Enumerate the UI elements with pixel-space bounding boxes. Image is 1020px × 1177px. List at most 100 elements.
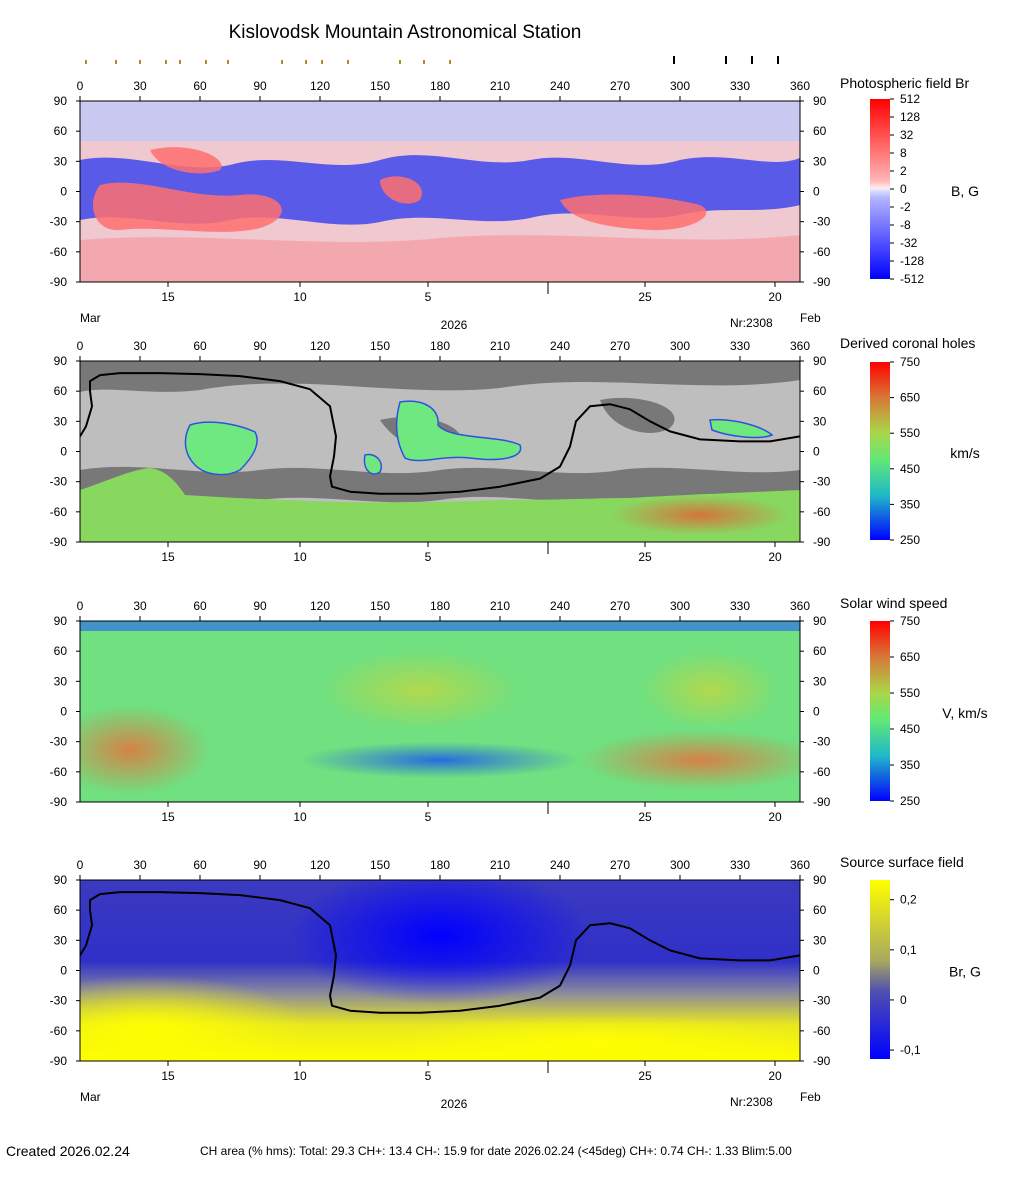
minor-carrington-mark xyxy=(347,60,349,64)
colorbar-tick-label: -8 xyxy=(900,218,911,232)
panel-photospheric-field xyxy=(80,101,800,282)
colorbar-tick-label: 0 xyxy=(900,993,907,1007)
colorbar-tick-label: 8 xyxy=(900,146,907,160)
x-tick-label: 180 xyxy=(430,79,450,93)
colorbar-tick-label: 550 xyxy=(900,686,920,700)
y-tick-label-left: 60 xyxy=(54,124,68,138)
minor-carrington-mark xyxy=(449,60,451,64)
x-tick-label: 0 xyxy=(77,599,84,613)
major-carrington-mark xyxy=(673,56,675,64)
ch-hole-1 xyxy=(184,421,258,476)
sw-yellow-center xyxy=(320,650,520,730)
y-tick-label-right: -30 xyxy=(813,735,831,749)
colorbar-tick-label: -512 xyxy=(900,272,924,286)
colorbar-unit: Br, G xyxy=(949,964,981,980)
date-tick-label: 10 xyxy=(293,290,307,304)
month-left-label: Mar xyxy=(80,311,101,325)
ch-hole-2 xyxy=(395,400,522,462)
x-tick-label: 330 xyxy=(730,599,750,613)
minor-carrington-mark xyxy=(305,60,307,64)
y-tick-label-right: 60 xyxy=(813,384,827,398)
y-tick-label-left: -60 xyxy=(50,245,68,259)
y-tick-label-right: 60 xyxy=(813,903,827,917)
date-tick-label: 15 xyxy=(161,550,175,564)
y-tick-label-right: 30 xyxy=(813,154,827,168)
y-tick-label-right: 90 xyxy=(813,614,827,628)
x-tick-label: 120 xyxy=(310,339,330,353)
date-tick-label: 20 xyxy=(768,1069,782,1083)
y-tick-label-left: 60 xyxy=(54,384,68,398)
date-tick-label: 25 xyxy=(638,550,652,564)
x-tick-label: 90 xyxy=(253,79,267,93)
y-tick-label-right: 90 xyxy=(813,354,827,368)
colorbar-title: Source surface field xyxy=(840,854,964,870)
y-tick-label-left: 60 xyxy=(54,903,68,917)
x-tick-label: 90 xyxy=(253,339,267,353)
month-right-label: Feb xyxy=(800,311,821,325)
neutral-line xyxy=(80,891,800,1014)
major-carrington-mark xyxy=(725,56,727,64)
panel-coronal-holes xyxy=(80,361,800,542)
x-tick-label: 150 xyxy=(370,858,390,872)
y-tick-label-left: -60 xyxy=(50,1024,68,1038)
colorbar-tick-label: 250 xyxy=(900,794,920,808)
y-tick-label-right: -60 xyxy=(813,765,831,779)
photosphere-north-pole xyxy=(80,101,800,141)
y-tick-label-left: -30 xyxy=(50,215,68,229)
date-tick-label: 5 xyxy=(425,550,432,564)
y-tick-label-left: -30 xyxy=(50,735,68,749)
x-tick-label: 30 xyxy=(133,599,147,613)
colorbar-tick-label: 0,1 xyxy=(900,943,917,957)
y-tick-label-left: -30 xyxy=(50,994,68,1008)
y-tick-label-right: 30 xyxy=(813,674,827,688)
colorbar-tick-label: 650 xyxy=(900,391,920,405)
date-tick-label: 25 xyxy=(638,1069,652,1083)
x-tick-label: 210 xyxy=(490,339,510,353)
x-tick-label: 30 xyxy=(133,858,147,872)
y-tick-label-left: 30 xyxy=(54,154,68,168)
x-tick-label: 330 xyxy=(730,339,750,353)
y-tick-label-right: 60 xyxy=(813,124,827,138)
x-tick-label: 240 xyxy=(550,858,570,872)
panel-source-surface xyxy=(80,880,800,1061)
colorbar-tick-label: 350 xyxy=(900,758,920,772)
date-tick-label: 5 xyxy=(425,810,432,824)
minor-carrington-mark xyxy=(205,60,207,64)
minor-carrington-mark xyxy=(423,60,425,64)
colorbar-title: Solar wind speed xyxy=(840,595,947,611)
y-tick-label-left: -30 xyxy=(50,475,68,489)
sw-orange-left xyxy=(80,705,210,795)
ss-yellow-core-2 xyxy=(380,1015,800,1061)
neutral-line xyxy=(80,372,800,495)
y-tick-label-right: 30 xyxy=(813,414,827,428)
y-tick-label-right: 90 xyxy=(813,873,827,887)
colorbar-tick-label: 650 xyxy=(900,650,920,664)
rotation-label: Nr:2308 xyxy=(730,316,773,330)
colorbar-tick-label: 750 xyxy=(900,355,920,369)
x-tick-label: 30 xyxy=(133,339,147,353)
date-tick-label: 25 xyxy=(638,810,652,824)
x-tick-label: 360 xyxy=(790,858,810,872)
x-tick-label: 300 xyxy=(670,599,690,613)
colorbar-tick-label: 0 xyxy=(900,182,907,196)
y-tick-label-left: 0 xyxy=(60,445,67,459)
date-tick-label: 5 xyxy=(425,1069,432,1083)
colorbar-tick-label: 128 xyxy=(900,110,920,124)
year-label: 2026 xyxy=(441,1097,468,1111)
x-tick-label: 120 xyxy=(310,599,330,613)
colorbar-tick-label: -0,1 xyxy=(900,1043,921,1057)
y-tick-label-right: 30 xyxy=(813,933,827,947)
date-tick-label: 15 xyxy=(161,810,175,824)
rotation-label: Nr:2308 xyxy=(730,1095,773,1109)
date-tick-label: 10 xyxy=(293,1069,307,1083)
colorbar-tick-label: -128 xyxy=(900,254,924,268)
x-tick-label: 60 xyxy=(193,339,207,353)
x-tick-label: 60 xyxy=(193,599,207,613)
x-tick-label: 150 xyxy=(370,339,390,353)
x-tick-label: 180 xyxy=(430,339,450,353)
colorbar-tick-label: 550 xyxy=(900,426,920,440)
colorbar-tick-label: -2 xyxy=(900,200,911,214)
y-tick-label-right: -60 xyxy=(813,1024,831,1038)
colorbar-tick-label: 512 xyxy=(900,92,920,106)
date-tick-label: 10 xyxy=(293,810,307,824)
